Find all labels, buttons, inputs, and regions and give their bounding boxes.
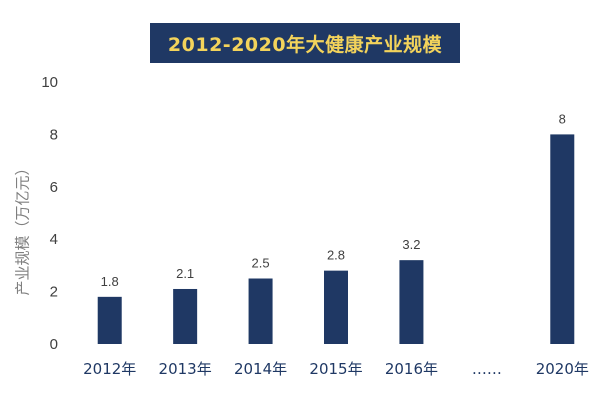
bar-3 xyxy=(324,270,348,344)
x-tick-label-0: 2012年 xyxy=(83,360,136,378)
data-label-4: 3.2 xyxy=(402,237,420,252)
y-tick-label: 2 xyxy=(50,284,58,301)
x-tick-label-6: 2020年 xyxy=(536,360,589,378)
x-tick-label-4: 2016年 xyxy=(385,360,438,378)
data-label-2: 2.5 xyxy=(252,256,270,271)
chart-title: 2012-2020年大健康产业规模 xyxy=(167,33,443,56)
bar-0 xyxy=(97,296,122,344)
x-tick-label-5: …… xyxy=(472,360,502,378)
y-tick-label: 8 xyxy=(50,126,58,143)
data-label-1: 2.1 xyxy=(176,266,194,281)
y-tick-label: 4 xyxy=(50,231,58,248)
data-label-6: 8 xyxy=(559,111,566,126)
x-tick-label-3: 2015年 xyxy=(309,360,362,378)
bar-6 xyxy=(550,134,575,344)
bar-4 xyxy=(399,260,424,344)
chart-title-box: 2012-2020年大健康产业规模 xyxy=(150,23,460,63)
data-label-0: 1.8 xyxy=(101,274,119,289)
y-tick-label: 0 xyxy=(50,336,58,353)
data-label-3: 2.8 xyxy=(327,248,345,263)
bar-1 xyxy=(173,288,198,344)
x-tick-label-1: 2013年 xyxy=(159,360,212,378)
bar-2 xyxy=(248,278,273,344)
x-tick-label-2: 2014年 xyxy=(234,360,287,378)
y-tick-label: 6 xyxy=(50,179,58,196)
y-tick-label: 10 xyxy=(41,74,58,91)
